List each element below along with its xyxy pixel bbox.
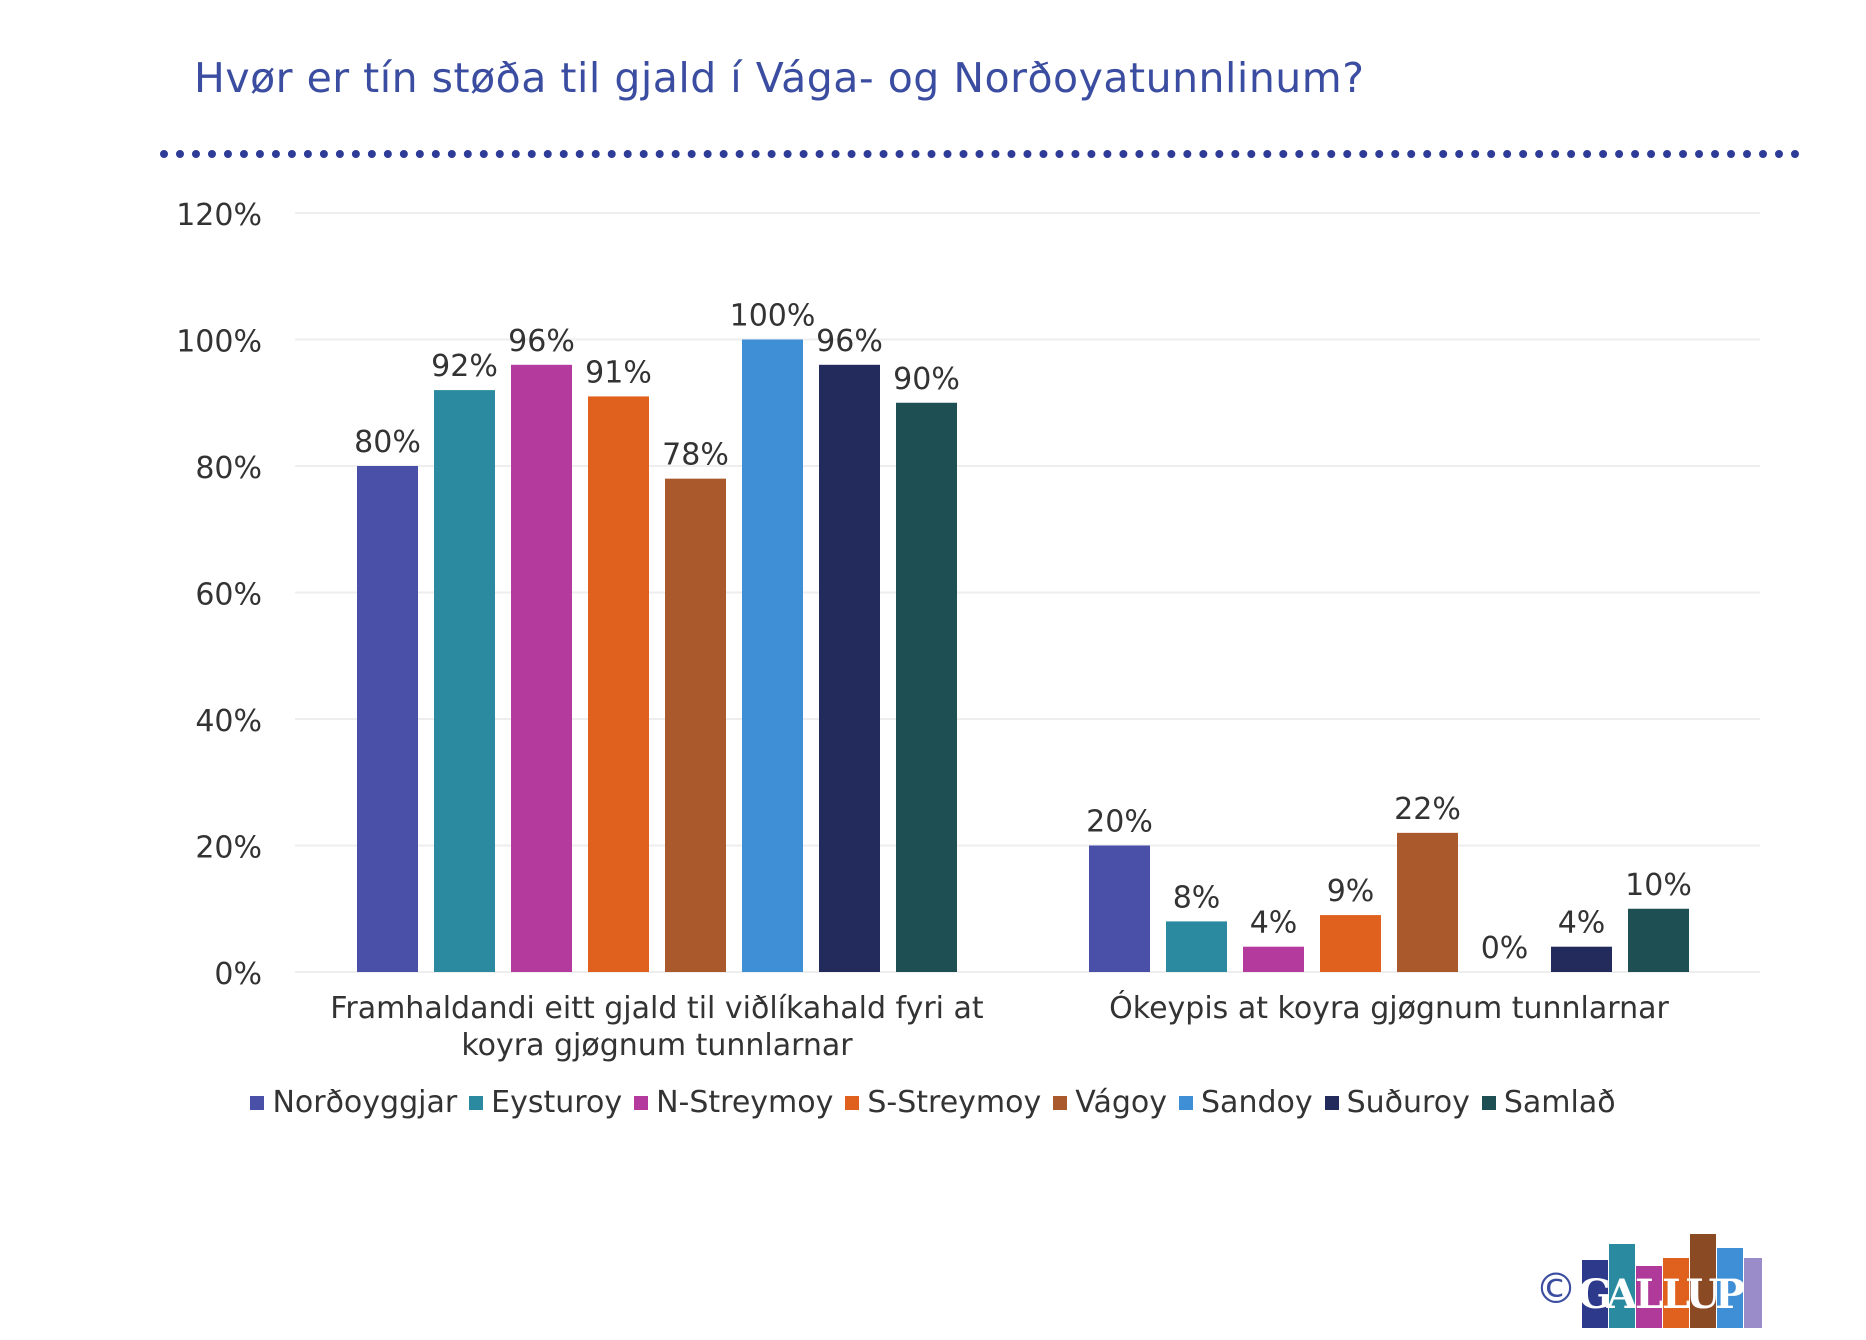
- data-label: 78%: [662, 438, 729, 473]
- data-label: 10%: [1625, 868, 1692, 903]
- title-divider: [160, 150, 1800, 158]
- bar-s-streymoy: [1320, 915, 1381, 972]
- legend-item: S-Streymoy: [845, 1085, 1041, 1120]
- legend-swatch: [1179, 1095, 1194, 1110]
- copyright-symbol: ©: [1535, 1264, 1577, 1313]
- data-label: 8%: [1173, 880, 1221, 915]
- bar-chart: 0% 20% 40% 60% 80% 100% 120% 80% 20% 92% 8% 96% 4% 9…: [176, 198, 1760, 1063]
- bar-v-goy: [665, 478, 726, 972]
- y-tick-label: 100%: [176, 325, 262, 360]
- bar-nor-oyggjar: [1089, 845, 1150, 972]
- bar-sandoy: [742, 339, 803, 972]
- legend-swatch: [634, 1095, 649, 1110]
- bar-v-goy: [1397, 832, 1458, 972]
- y-tick-label: 80%: [195, 451, 262, 486]
- legend-label: Eysturoy: [491, 1085, 623, 1120]
- bar-n-streymoy: [1243, 946, 1304, 972]
- data-label: 9%: [1327, 874, 1375, 909]
- category-label: Ókeypis at koyra gjøgnum tunnlarnar: [1109, 989, 1669, 1026]
- legend-item: Sandoy: [1179, 1085, 1313, 1120]
- legend-label: N-Streymoy: [656, 1085, 834, 1120]
- category-label: koyra gjøgnum tunnlarnar: [461, 1028, 853, 1063]
- legend-item: Samlað: [1481, 1085, 1616, 1120]
- legend-swatch: [1053, 1095, 1068, 1110]
- legend-item: N-Streymoy: [634, 1085, 833, 1120]
- legend: Norðoyggjar Eysturoy N-Streymoy S-Streymoy V…: [0, 1085, 1866, 1120]
- y-tick-label: 20%: [195, 831, 262, 866]
- logo-bar: [1744, 1258, 1762, 1328]
- legend-swatch: [469, 1095, 484, 1110]
- legend-item: Vágoy: [1053, 1085, 1167, 1120]
- data-label: 0%: [1481, 931, 1529, 966]
- bar-s-streymoy: [588, 396, 649, 972]
- category-labels: Framhaldandi eitt gjald til viðlíkahald …: [330, 989, 1669, 1063]
- bar-nor-oyggjar: [357, 466, 418, 972]
- data-label: 90%: [893, 362, 960, 397]
- bar-eysturoy: [434, 390, 495, 973]
- legend-swatch: [845, 1095, 860, 1110]
- bar-n-streymoy: [511, 364, 572, 972]
- data-label: 91%: [585, 355, 652, 390]
- data-label: 100%: [730, 299, 816, 334]
- y-axis-tick-labels: 0% 20% 40% 60% 80% 100% 120%: [176, 198, 262, 992]
- data-label: 4%: [1558, 906, 1606, 941]
- data-label: 92%: [431, 349, 498, 384]
- data-label: 4%: [1250, 906, 1298, 941]
- data-label: 96%: [508, 324, 575, 359]
- logo-bar: L: [1635, 1266, 1663, 1328]
- y-tick-label: 40%: [195, 704, 262, 739]
- legend-item: Eysturoy: [469, 1085, 622, 1120]
- legend-label: Vágoy: [1075, 1085, 1168, 1120]
- bar-eysturoy: [1166, 921, 1227, 972]
- bar-su-uroy: [1551, 946, 1612, 972]
- legend-item: Norðoyggjar: [250, 1085, 457, 1120]
- legend-label: Sandoy: [1201, 1085, 1313, 1120]
- bar-samla-: [1628, 908, 1689, 972]
- bars: [357, 339, 1689, 973]
- logo-bar: A: [1606, 1244, 1638, 1328]
- legend-swatch: [1324, 1095, 1339, 1110]
- legend-label: Suðuroy: [1346, 1085, 1470, 1120]
- category-label: Framhaldandi eitt gjald til viðlíkahald …: [330, 991, 984, 1026]
- legend-label: Samlað: [1503, 1085, 1616, 1120]
- y-tick-label: 60%: [195, 578, 262, 613]
- data-labels: 80% 20% 92% 8% 96% 4% 91% 9% 78% 22% 100% 0% 96% 4% 90…: [354, 299, 1692, 967]
- data-label: 96%: [816, 324, 883, 359]
- logo-bar: L: [1662, 1258, 1690, 1328]
- legend-item: Suðuroy: [1324, 1085, 1470, 1120]
- y-tick-label: 120%: [176, 198, 262, 233]
- data-label: 20%: [1086, 805, 1153, 840]
- legend-label: Norðoyggjar: [272, 1085, 458, 1120]
- logo-bar: P: [1715, 1248, 1745, 1328]
- data-label: 22%: [1394, 792, 1461, 827]
- data-label: 80%: [354, 425, 421, 460]
- y-tick-label: 0%: [214, 957, 262, 992]
- legend-label: S-Streymoy: [867, 1085, 1042, 1120]
- logo-bar: G: [1578, 1260, 1612, 1328]
- legend-swatch: [1481, 1095, 1496, 1110]
- legend-swatch: [250, 1095, 265, 1110]
- page-title: Hvør er tín støða til gjald í Vága- og N…: [194, 54, 1365, 102]
- logo-bar: U: [1686, 1234, 1720, 1328]
- bar-samla-: [896, 402, 957, 972]
- bar-su-uroy: [819, 364, 880, 972]
